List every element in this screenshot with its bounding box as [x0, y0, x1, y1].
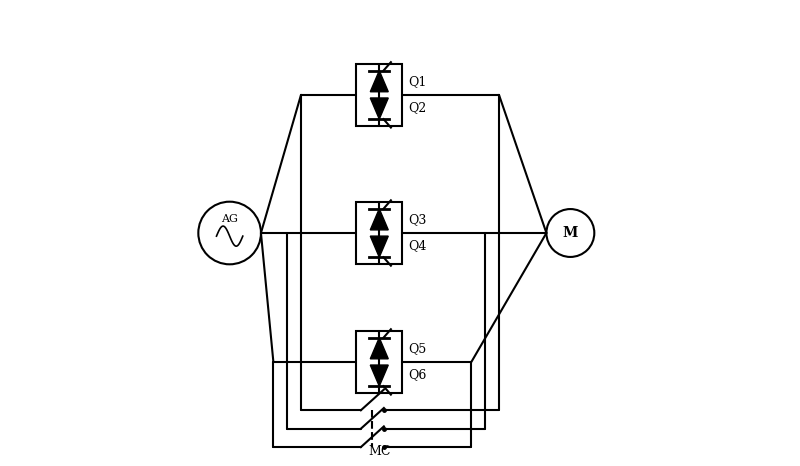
Text: Q2: Q2 [408, 102, 426, 115]
Text: Q1: Q1 [408, 75, 426, 89]
Text: Q5: Q5 [408, 343, 426, 356]
Polygon shape [370, 338, 388, 359]
Text: MC: MC [368, 445, 390, 458]
Polygon shape [370, 98, 388, 119]
Polygon shape [370, 236, 388, 257]
Bar [356, 331, 402, 393]
Text: Q6: Q6 [408, 369, 426, 382]
Text: M: M [562, 226, 578, 240]
Polygon shape [370, 209, 388, 230]
Text: Q3: Q3 [408, 213, 426, 226]
Text: Q4: Q4 [408, 240, 426, 253]
Polygon shape [370, 365, 388, 386]
Polygon shape [370, 71, 388, 92]
Bar [356, 64, 402, 126]
Bar [356, 202, 402, 264]
Text: AG: AG [221, 214, 238, 224]
